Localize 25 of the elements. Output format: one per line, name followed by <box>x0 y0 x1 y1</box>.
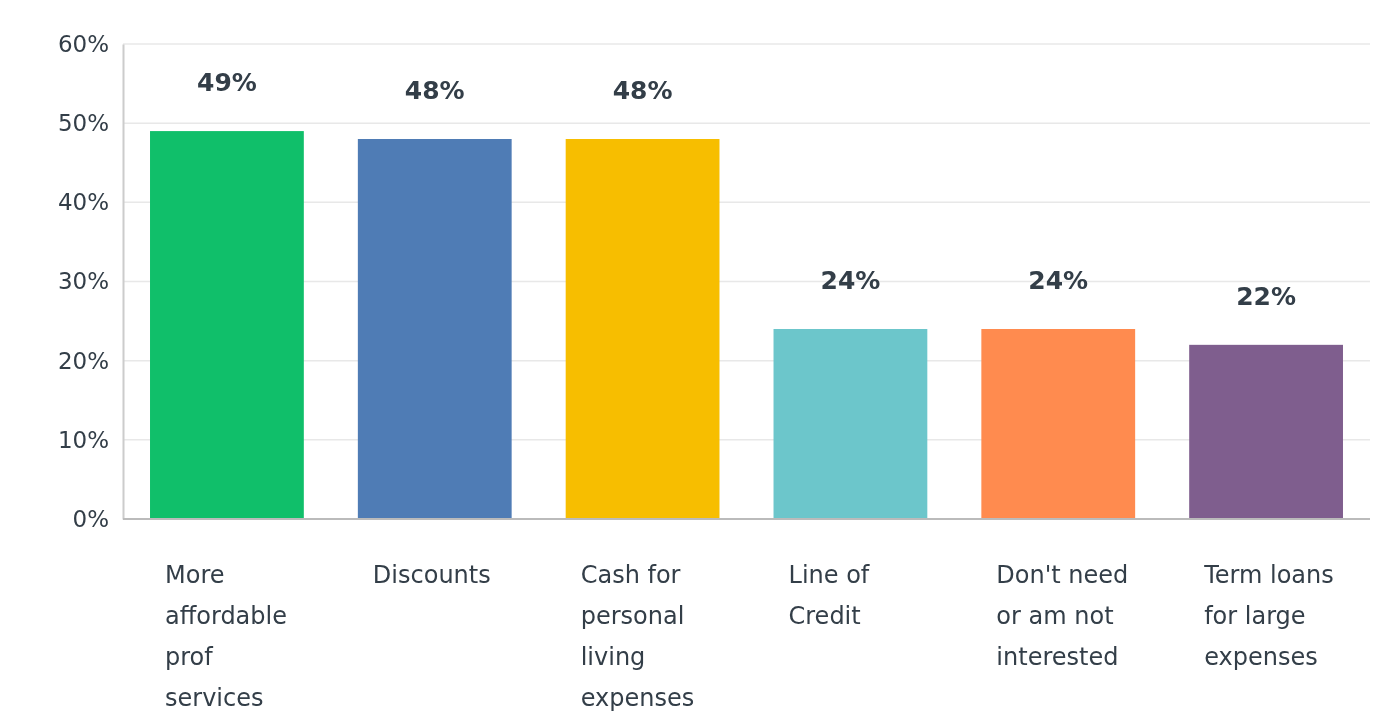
x-tick-label: Cash for personal living expenses <box>580 561 695 712</box>
x-tick-label: Don't need or am not interested <box>996 561 1129 671</box>
data-label: 24% <box>820 266 881 295</box>
x-tick-label: Discounts <box>372 561 491 589</box>
bar <box>565 139 720 519</box>
y-tick-label: 10% <box>57 426 109 453</box>
bar <box>150 131 304 519</box>
data-label: 48% <box>404 76 465 105</box>
bar <box>773 329 928 519</box>
y-tick-label: 0% <box>72 505 109 532</box>
x-tick-label: Term loans for large expenses <box>1203 561 1334 671</box>
x-tick-label: More affordable prof services <box>165 561 287 712</box>
bar <box>357 139 512 519</box>
y-tick-label: 50% <box>57 110 109 137</box>
x-tick-label: Line of Credit <box>788 561 870 630</box>
y-tick-label: 60% <box>57 30 109 57</box>
bar <box>981 329 1136 519</box>
bar <box>1189 344 1343 519</box>
data-label: 22% <box>1236 281 1297 311</box>
data-label: 24% <box>1028 266 1089 295</box>
y-tick-label: 30% <box>57 268 109 295</box>
data-label: 49% <box>196 68 257 98</box>
data-label: 48% <box>612 76 673 105</box>
y-tick-label: 40% <box>57 189 109 216</box>
y-tick-label: 20% <box>57 347 109 374</box>
